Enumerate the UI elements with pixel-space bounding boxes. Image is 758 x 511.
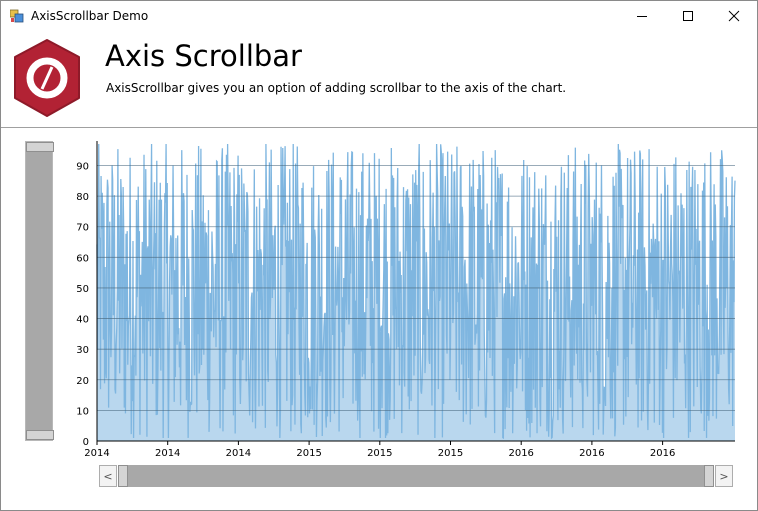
x-tick-label: 2016 (508, 448, 533, 459)
y-tick-label: 60 (76, 253, 89, 264)
horizontal-thumb-right-grip[interactable] (704, 465, 714, 487)
minimize-icon (637, 16, 647, 17)
y-tick-label: 80 (76, 192, 89, 203)
x-tick-label: 2014 (226, 448, 251, 459)
series-line (96, 144, 736, 440)
vertical-thumb-bottom-grip[interactable] (26, 430, 54, 440)
chevron-left-icon: < (103, 469, 113, 483)
y-tick-label: 30 (76, 345, 89, 356)
x-tick-label: 2014 (155, 448, 180, 459)
minimize-button[interactable] (619, 1, 665, 31)
y-tick-label: 50 (76, 284, 89, 295)
horizontal-thumb-left-grip[interactable] (118, 465, 128, 487)
y-tick-label: 0 (83, 437, 89, 448)
header-panel: Axis Scrollbar AxisScrollbar gives you a… (1, 31, 757, 128)
scroll-right-button[interactable]: > (715, 465, 733, 487)
x-tick-label: 2015 (296, 448, 321, 459)
vertical-thumb-top-grip[interactable] (26, 142, 54, 152)
y-tick-label: 90 (76, 161, 89, 172)
y-tick-label: 70 (76, 223, 89, 234)
page-description: AxisScrollbar gives you an option of add… (106, 81, 567, 95)
y-tick-label: 10 (76, 406, 89, 417)
chevron-right-icon: > (719, 469, 729, 483)
maximize-button[interactable] (665, 1, 711, 31)
x-tick-label: 2016 (579, 448, 604, 459)
window-title: AxisScrollbar Demo (31, 9, 149, 23)
y-tick-label: 40 (76, 315, 89, 326)
scroll-left-button[interactable]: < (99, 465, 117, 487)
page-title: Axis Scrollbar (105, 39, 302, 73)
horizontal-axis-scrollbar[interactable]: < > (99, 465, 733, 489)
close-button[interactable] (711, 1, 757, 31)
horizontal-scroll-thumb[interactable] (118, 465, 714, 487)
y-tick-label: 20 (76, 376, 89, 387)
vertical-scroll-thumb[interactable] (25, 141, 54, 441)
x-tick-label: 2015 (367, 448, 392, 459)
app-icon (10, 9, 24, 23)
x-tick-label: 2015 (438, 448, 463, 459)
x-tick-label: 2016 (650, 448, 675, 459)
chart-area: 0 10 20 30 40 50 60 70 80 90 2014 2014 2014 2015 2015 2… (76, 141, 736, 459)
close-icon (728, 10, 740, 22)
title-bar: AxisScrollbar Demo (1, 1, 757, 31)
logo (14, 39, 80, 117)
maximize-icon (683, 11, 693, 21)
x-tick-label: 2014 (84, 448, 109, 459)
vertical-axis-scrollbar[interactable] (25, 141, 54, 441)
